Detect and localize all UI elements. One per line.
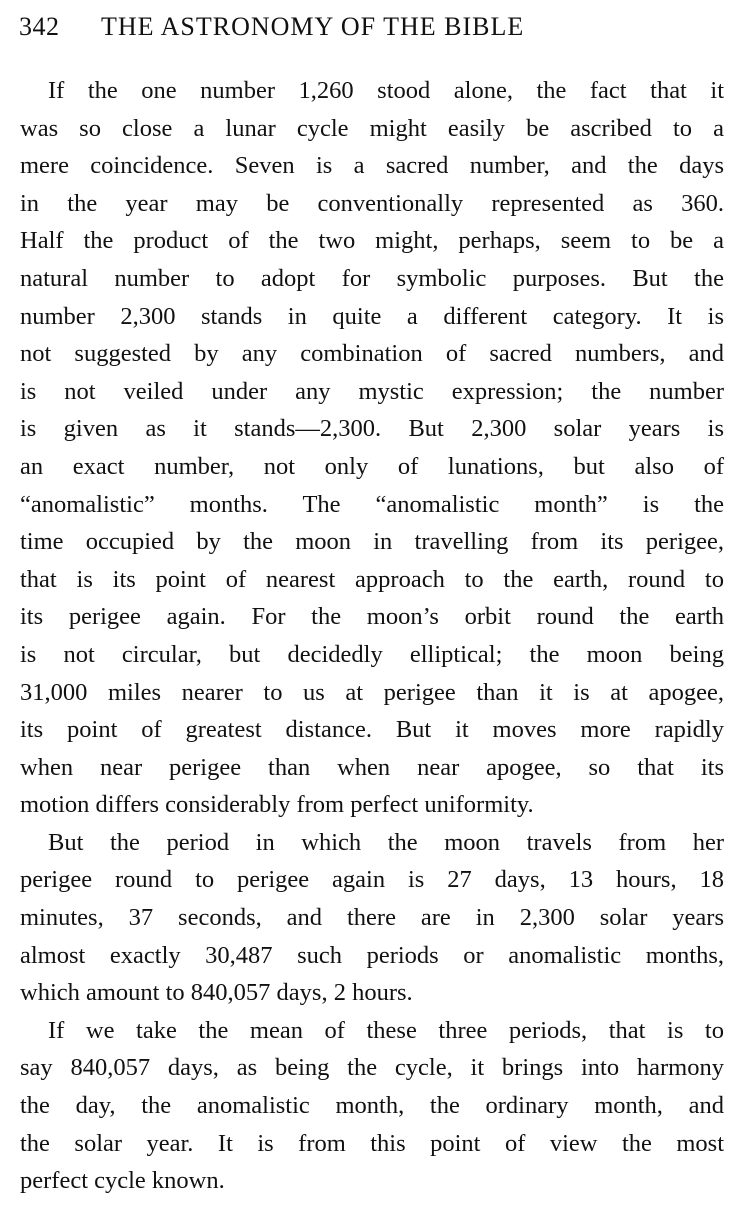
page-body: If the one number 1,260 stood alone, the…	[20, 72, 724, 1200]
text-line: say 840,057 days, as being the cycle, it…	[20, 1054, 724, 1082]
text-line: time occupied by the moon in travelling …	[20, 528, 724, 556]
text-line: number 2,300 stands in quite a different…	[20, 302, 724, 330]
text-line: that is its point of nearest approach to…	[20, 565, 724, 593]
text-line: which amount to 840,057 days, 2 hours.	[20, 979, 413, 1007]
paragraph: If we take the mean of these three perio…	[20, 1012, 724, 1200]
text-line: is not veiled under any mystic expressio…	[20, 377, 724, 405]
text-line: minutes, 37 seconds, and there are in 2,…	[20, 904, 724, 932]
text-line: when near perigee than when near apogee,…	[20, 753, 724, 781]
text-line: If we take the mean of these three perio…	[48, 1016, 724, 1044]
text-line: was so close a lunar cycle might easily …	[20, 114, 724, 142]
text-line: natural number to adopt for symbolic pur…	[20, 264, 724, 292]
text-line: not suggested by any combination of sacr…	[20, 340, 724, 368]
paragraph: If the one number 1,260 stood alone, the…	[20, 72, 724, 824]
text-line: perigee round to perigee again is 27 day…	[20, 866, 724, 894]
text-line: is given as it stands—2,300. But 2,300 s…	[20, 415, 724, 443]
text-line: mere coincidence. Seven is a sacred numb…	[20, 152, 724, 180]
running-title: THE ASTRONOMY OF THE BIBLE	[101, 12, 525, 41]
text-line: is not circular, but decidedly elliptica…	[20, 640, 724, 668]
text-line: “anomalistic” months. The “anomalistic m…	[20, 490, 724, 518]
text-line: almost exactly 30,487 such periods or an…	[20, 941, 724, 969]
text-line: an exact number, not only of lunations, …	[20, 452, 724, 480]
text-line: motion differs considerably from perfect…	[20, 791, 534, 819]
text-line: perfect cycle known.	[20, 1167, 225, 1195]
text-line: If the one number 1,260 stood alone, the…	[48, 77, 724, 104]
paragraph: But the period in which the moon travels…	[20, 824, 724, 1012]
text-line: Half the product of the two might, perha…	[20, 227, 724, 255]
page-number: 342	[19, 12, 60, 41]
text-line: the solar year. It is from this point of…	[20, 1129, 724, 1157]
text-line: its perigee again. For the moon’s orbit …	[20, 603, 724, 631]
text-line: the day, the anomalistic month, the ordi…	[20, 1092, 724, 1120]
text-line: its point of greatest distance. But it m…	[20, 716, 724, 744]
text-line: 31,000 miles nearer to us at perigee tha…	[20, 678, 724, 706]
text-line: in the year may be conventionally repres…	[20, 189, 724, 217]
text-line: But the period in which the moon travels…	[48, 828, 724, 856]
